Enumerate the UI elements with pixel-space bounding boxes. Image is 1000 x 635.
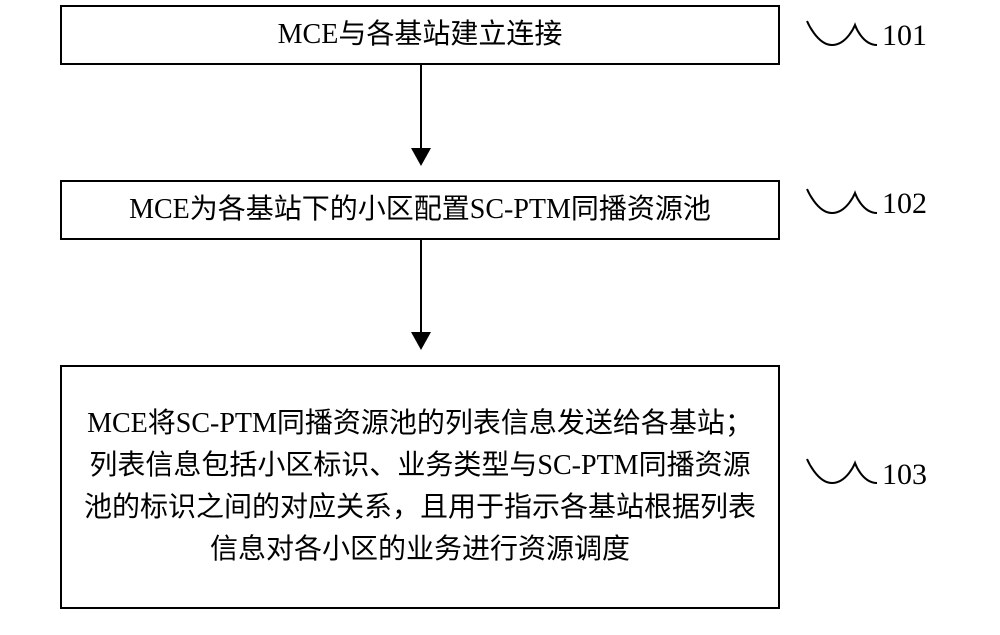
step-text: MCE将SC-PTM同播资源池的列表信息发送给各基站；列表信息包括小区标识、业务… <box>62 393 778 581</box>
connector-wave-icon <box>805 185 879 226</box>
flowchart-step-101: MCE与各基站建立连接 <box>60 5 780 65</box>
flow-arrow <box>420 240 422 348</box>
step-label: 103 <box>882 458 927 492</box>
step-text: MCE为各基站下的小区配置SC-PTM同播资源池 <box>129 189 711 231</box>
connector-wave-icon <box>805 455 879 496</box>
wave-path <box>807 21 877 45</box>
connector-wave-icon <box>805 17 879 58</box>
step-label: 101 <box>882 19 927 53</box>
flow-arrow <box>420 65 422 164</box>
flowchart-step-102: MCE为各基站下的小区配置SC-PTM同播资源池 <box>60 180 780 240</box>
step-text: MCE与各基站建立连接 <box>278 14 563 56</box>
wave-path <box>807 189 877 213</box>
step-label: 102 <box>882 187 927 221</box>
flowchart-step-103: MCE将SC-PTM同播资源池的列表信息发送给各基站；列表信息包括小区标识、业务… <box>60 365 780 609</box>
wave-path <box>807 459 877 483</box>
